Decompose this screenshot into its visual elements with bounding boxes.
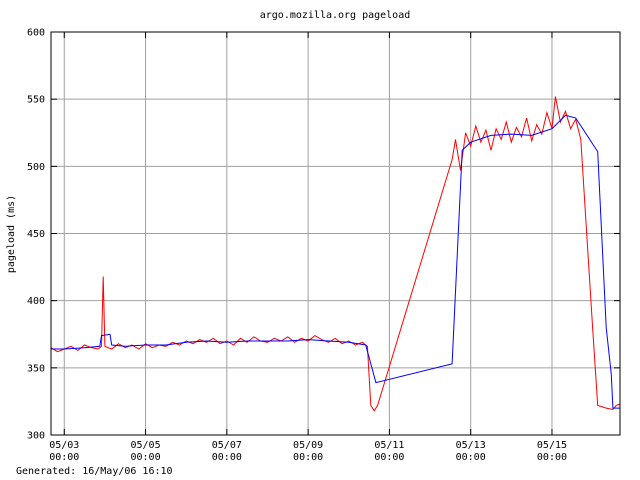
- x-tick-label: 05/09 00:00: [293, 440, 324, 463]
- y-tick-label: 550: [27, 95, 45, 106]
- y-tick-label: 350: [27, 363, 45, 374]
- x-tick-label: 05/13 00:00: [455, 440, 486, 463]
- plot-border: [50, 31, 621, 436]
- x-tick-label: 05/05 00:00: [130, 440, 161, 463]
- x-tick-label: 05/11 00:00: [374, 440, 405, 463]
- chart-title: argo.mozilla.org pageload: [260, 10, 411, 21]
- y-tick-label: 600: [27, 28, 45, 39]
- y-tick-label: 500: [27, 162, 45, 173]
- y-axis-label: pageload (ms): [6, 195, 17, 273]
- y-tick-label: 300: [27, 431, 45, 442]
- y-tick-label: 450: [27, 229, 45, 240]
- x-tick-label: 05/15 00:00: [536, 440, 568, 463]
- line-series: [50, 96, 621, 412]
- x-tick-label: 05/07 00:00: [211, 440, 242, 463]
- y-tick-label: 400: [27, 296, 45, 307]
- x-tick-label: 05/03 00:00: [49, 440, 80, 463]
- footer: Generated: 16/May/06 16:10: [16, 466, 173, 477]
- line-series: [51, 114, 620, 409]
